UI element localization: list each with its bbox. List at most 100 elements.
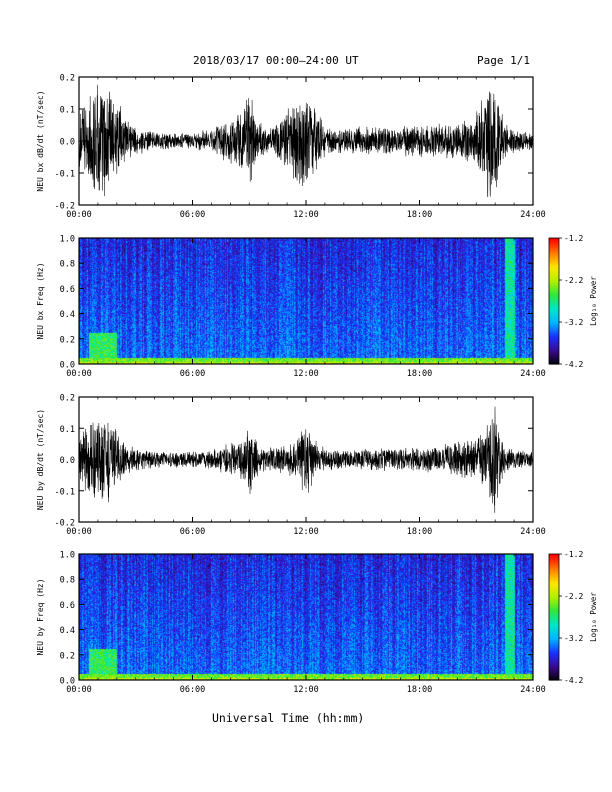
- page-indicator: Page 1/1: [477, 54, 530, 67]
- x-tick-label-by-derivative: 24:00: [520, 527, 546, 537]
- colorbar-band: [549, 556, 559, 559]
- colorbar-band: [549, 288, 559, 292]
- y-tick-label-by-derivative: 0.2: [60, 394, 75, 404]
- colorbar-tick-label: -1.2: [564, 550, 583, 559]
- colorbar-frame: [548, 553, 560, 681]
- colorbar-band: [549, 311, 559, 315]
- colorbar-band: [549, 336, 559, 340]
- colorbar-band: [549, 623, 559, 626]
- colorbar-band: [549, 638, 559, 641]
- y-tick-label-bx-spectrogram: 0.6: [60, 285, 75, 295]
- x-tick-label-by-derivative: 00:00: [66, 527, 92, 537]
- y-tick-label-by-derivative: -0.1: [55, 487, 75, 497]
- plot-frame-by-spectrogram: [78, 553, 534, 681]
- colorbar-band: [549, 587, 559, 591]
- x-axis-label: Universal Time (hh:mm): [212, 711, 365, 725]
- colorbar-band: [549, 650, 559, 654]
- colorbar-band: [549, 353, 559, 357]
- x-tick-label-bx-spectrogram: 24:00: [520, 369, 546, 379]
- colorbar-band: [549, 296, 559, 300]
- colorbar-band: [549, 313, 559, 317]
- plot-frame-by-derivative: [78, 396, 534, 523]
- colorbar-band: [549, 633, 559, 637]
- colorbar-band: [549, 593, 559, 597]
- trace-bx-derivative: [78, 84, 534, 198]
- colorbar-band: [549, 558, 559, 561]
- y-tick-label-by-spectrogram: 0.4: [60, 626, 75, 636]
- x-tick-label-by-derivative: 12:00: [293, 527, 319, 537]
- colorbar-band: [549, 572, 559, 576]
- colorbar-band: [549, 345, 559, 348]
- colorbar-band: [549, 663, 559, 666]
- colorbar-band: [549, 583, 559, 587]
- colorbar-band: [549, 619, 559, 622]
- colorbar-band: [549, 338, 559, 342]
- colorbar-band: [549, 673, 559, 677]
- colorbar-band: [549, 298, 559, 302]
- colorbar-tick-label: -3.2: [564, 318, 583, 327]
- x-tick-label-bx-derivative: 18:00: [407, 210, 433, 220]
- colorbar-tick-label: -2.2: [564, 276, 583, 285]
- colorbar-band: [549, 259, 559, 262]
- colorbar-band: [549, 347, 559, 350]
- colorbar-band: [549, 554, 559, 557]
- colorbar-band: [549, 677, 559, 681]
- colorbar-band: [549, 631, 559, 635]
- colorbar-band: [549, 282, 559, 285]
- colorbar-band: [549, 307, 559, 310]
- colorbar: -1.2 -2.2 -3.2 -4.2 Log₁₀ Power: [548, 234, 598, 369]
- colorbar-tick-label: -1.2: [564, 234, 583, 243]
- colorbar-band: [549, 324, 559, 327]
- y-tick-label-by-derivative: 0.0: [60, 456, 75, 466]
- y-tick-label-by-derivative: 0.1: [60, 425, 75, 435]
- colorbar-band: [549, 564, 559, 568]
- y-tick-label-bx-spectrogram: 0.2: [60, 335, 75, 345]
- colorbar-band: [549, 355, 559, 359]
- y-tick-label-by-derivative: -0.2: [55, 519, 75, 529]
- x-tick-label-by-spectrogram: 00:00: [66, 685, 92, 695]
- colorbar-band: [549, 246, 559, 250]
- x-tick-label-bx-spectrogram: 18:00: [407, 369, 433, 379]
- plot-frame-bx-spectrogram: [78, 237, 534, 365]
- colorbar-band: [549, 665, 559, 668]
- y-tick-label-bx-derivative: -0.1: [55, 170, 75, 180]
- y-tick-label-by-spectrogram: 0.8: [60, 576, 75, 586]
- colorbar-band: [549, 612, 559, 616]
- colorbar-band: [549, 349, 559, 352]
- colorbar-tick-label: -4.2: [564, 676, 583, 685]
- colorbar-label: Log₁₀ Power: [589, 276, 598, 326]
- y-tick-label-bx-derivative: 0.0: [60, 138, 75, 148]
- colorbar-band: [549, 284, 559, 287]
- colorbar-band: [549, 661, 559, 664]
- colorbar-band: [549, 252, 559, 256]
- colorbar-band: [549, 604, 559, 608]
- colorbar-band: [549, 608, 559, 612]
- colorbar-band: [549, 351, 559, 355]
- colorbar-band: [549, 577, 559, 580]
- x-tick-label-bx-derivative: 24:00: [520, 210, 546, 220]
- plot-frame-bx-derivative: [78, 76, 534, 206]
- colorbar-band: [549, 340, 559, 344]
- trace-by-derivative: [78, 406, 534, 513]
- x-tick-label-by-derivative: 06:00: [180, 527, 206, 537]
- colorbar-band: [549, 579, 559, 582]
- colorbar-band: [549, 669, 559, 673]
- colorbar-band: [549, 585, 559, 589]
- colorbar-band: [549, 242, 559, 245]
- colorbar-frame: [548, 237, 560, 365]
- spectrogram-by-spectrogram: [79, 554, 533, 680]
- x-tick-label-bx-derivative: 06:00: [180, 210, 206, 220]
- colorbar-label: Log₁₀ Power: [589, 592, 598, 642]
- colorbar-band: [549, 319, 559, 323]
- colorbar-band: [549, 290, 559, 294]
- colorbar-band: [549, 566, 559, 570]
- colorbar-band: [549, 361, 559, 365]
- x-tick-label-by-spectrogram: 06:00: [180, 685, 206, 695]
- colorbar-band: [549, 671, 559, 675]
- colorbar-band: [549, 617, 559, 620]
- y-tick-label-by-spectrogram: 0.0: [60, 677, 75, 687]
- colorbar-band: [549, 254, 559, 258]
- axes-bx-derivative: -0.2 -0.1 0.0 0.1 0.2 00:00 06:00 12:00 18:00 24:…: [36, 74, 546, 221]
- colorbar-band: [549, 627, 559, 631]
